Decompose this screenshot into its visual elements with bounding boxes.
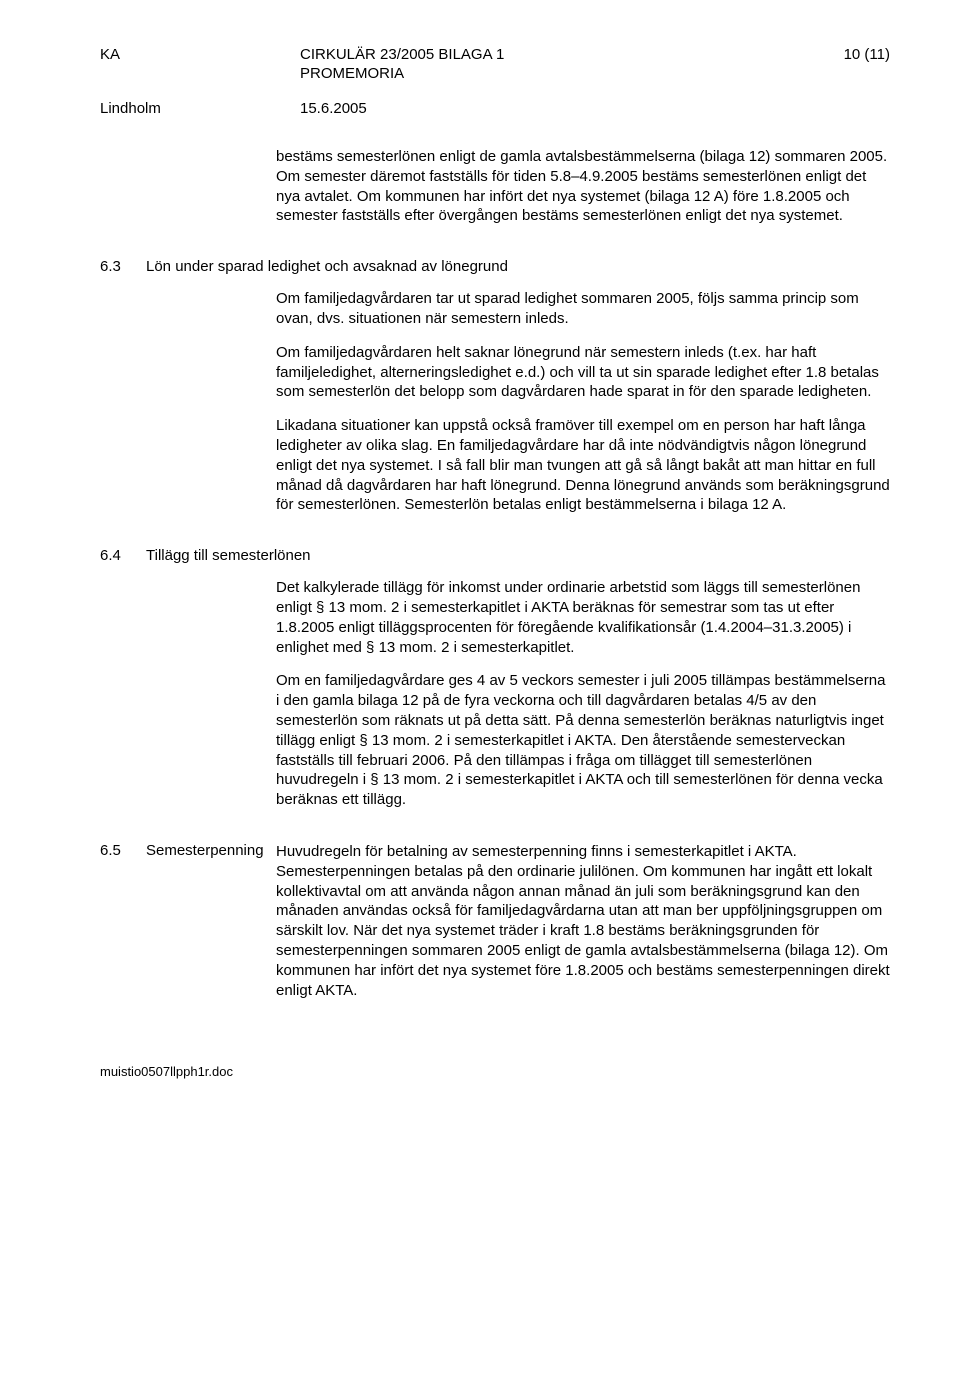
page-header-row2: PROMEMORIA (100, 65, 890, 82)
section-number: 6.3 (100, 258, 146, 529)
header-subtitle: PROMEMORIA (300, 65, 800, 82)
footer-filename: muistio0507llpph1r.doc (100, 1064, 890, 1079)
header-author: Lindholm (100, 100, 300, 117)
section-6-5: 6.5 Semesterpenning Huvudregeln för beta… (100, 842, 890, 1014)
section-title: Semesterpenning (146, 842, 276, 1014)
section-6-4: 6.4 Tillägg till semesterlönen Det kalky… (100, 547, 890, 824)
section-paragraph: Om familjedagvårdaren helt saknar lönegr… (276, 343, 890, 402)
section-6-3: 6.3 Lön under sparad ledighet och avsakn… (100, 258, 890, 529)
header-date: 15.6.2005 (300, 100, 800, 117)
intro-block: bestäms semesterlönen enligt de gamla av… (100, 147, 890, 240)
section-paragraph: Likadana situationer kan uppstå också fr… (276, 416, 890, 515)
header-doc: CIRKULÄR 23/2005 BILAGA 1 (300, 46, 800, 63)
section-paragraph: Det kalkylerade tillägg för inkomst unde… (276, 578, 890, 657)
section-paragraph: Om en familjedagvårdare ges 4 av 5 vecko… (276, 671, 890, 810)
header-page: 10 (11) (800, 46, 890, 63)
section-number: 6.5 (100, 842, 146, 1014)
header-org: KA (100, 46, 300, 63)
page-header-row1: KA CIRKULÄR 23/2005 BILAGA 1 10 (11) (100, 46, 890, 63)
section-paragraph: Om familjedagvårdaren tar ut sparad ledi… (276, 289, 890, 329)
page-header-row3: Lindholm 15.6.2005 (100, 100, 890, 117)
intro-paragraph: bestäms semesterlönen enligt de gamla av… (276, 147, 890, 226)
section-paragraph: Huvudregeln för betalning av semesterpen… (276, 842, 890, 1000)
section-number: 6.4 (100, 547, 146, 824)
section-title: Lön under sparad ledighet och avsaknad a… (146, 258, 890, 275)
section-title: Tillägg till semesterlönen (146, 547, 890, 564)
